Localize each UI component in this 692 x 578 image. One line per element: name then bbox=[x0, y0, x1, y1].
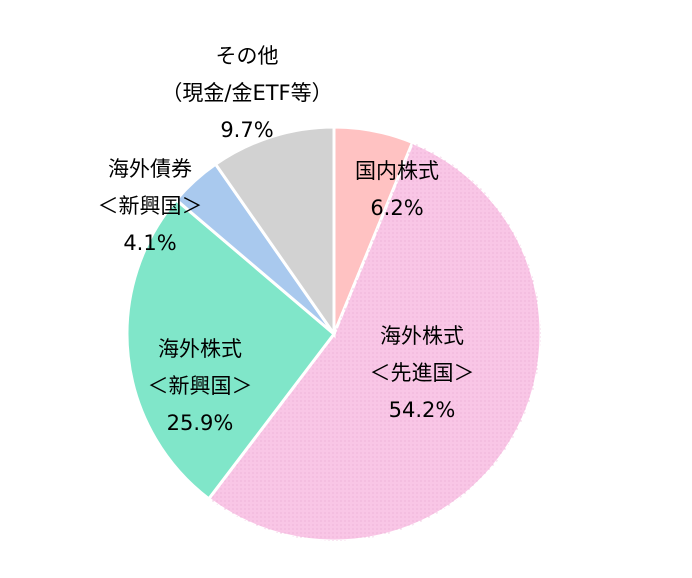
pie-slice bbox=[125, 197, 337, 501]
value-label: 6.2% bbox=[370, 196, 423, 220]
slice-label: ＜先進国＞ bbox=[370, 361, 475, 385]
value-label: 25.9% bbox=[167, 411, 234, 435]
slice-label: 海外株式 bbox=[380, 324, 464, 348]
slice-label: 海外債券 bbox=[108, 157, 192, 181]
slice-label: その他 bbox=[216, 44, 279, 68]
slice-label: ＜新興国＞ bbox=[98, 194, 203, 218]
slice-label: （現金/金ETF等） bbox=[161, 81, 332, 105]
value-label: 9.7% bbox=[220, 118, 273, 142]
value-label: 54.2% bbox=[389, 398, 456, 422]
slice-label: 海外株式 bbox=[158, 337, 242, 361]
slice-label: 国内株式 bbox=[355, 159, 439, 183]
value-label: 4.1% bbox=[123, 231, 176, 255]
pie-slice bbox=[213, 125, 336, 339]
slice-label: ＜新興国＞ bbox=[148, 374, 253, 398]
slice-texture bbox=[208, 142, 541, 541]
